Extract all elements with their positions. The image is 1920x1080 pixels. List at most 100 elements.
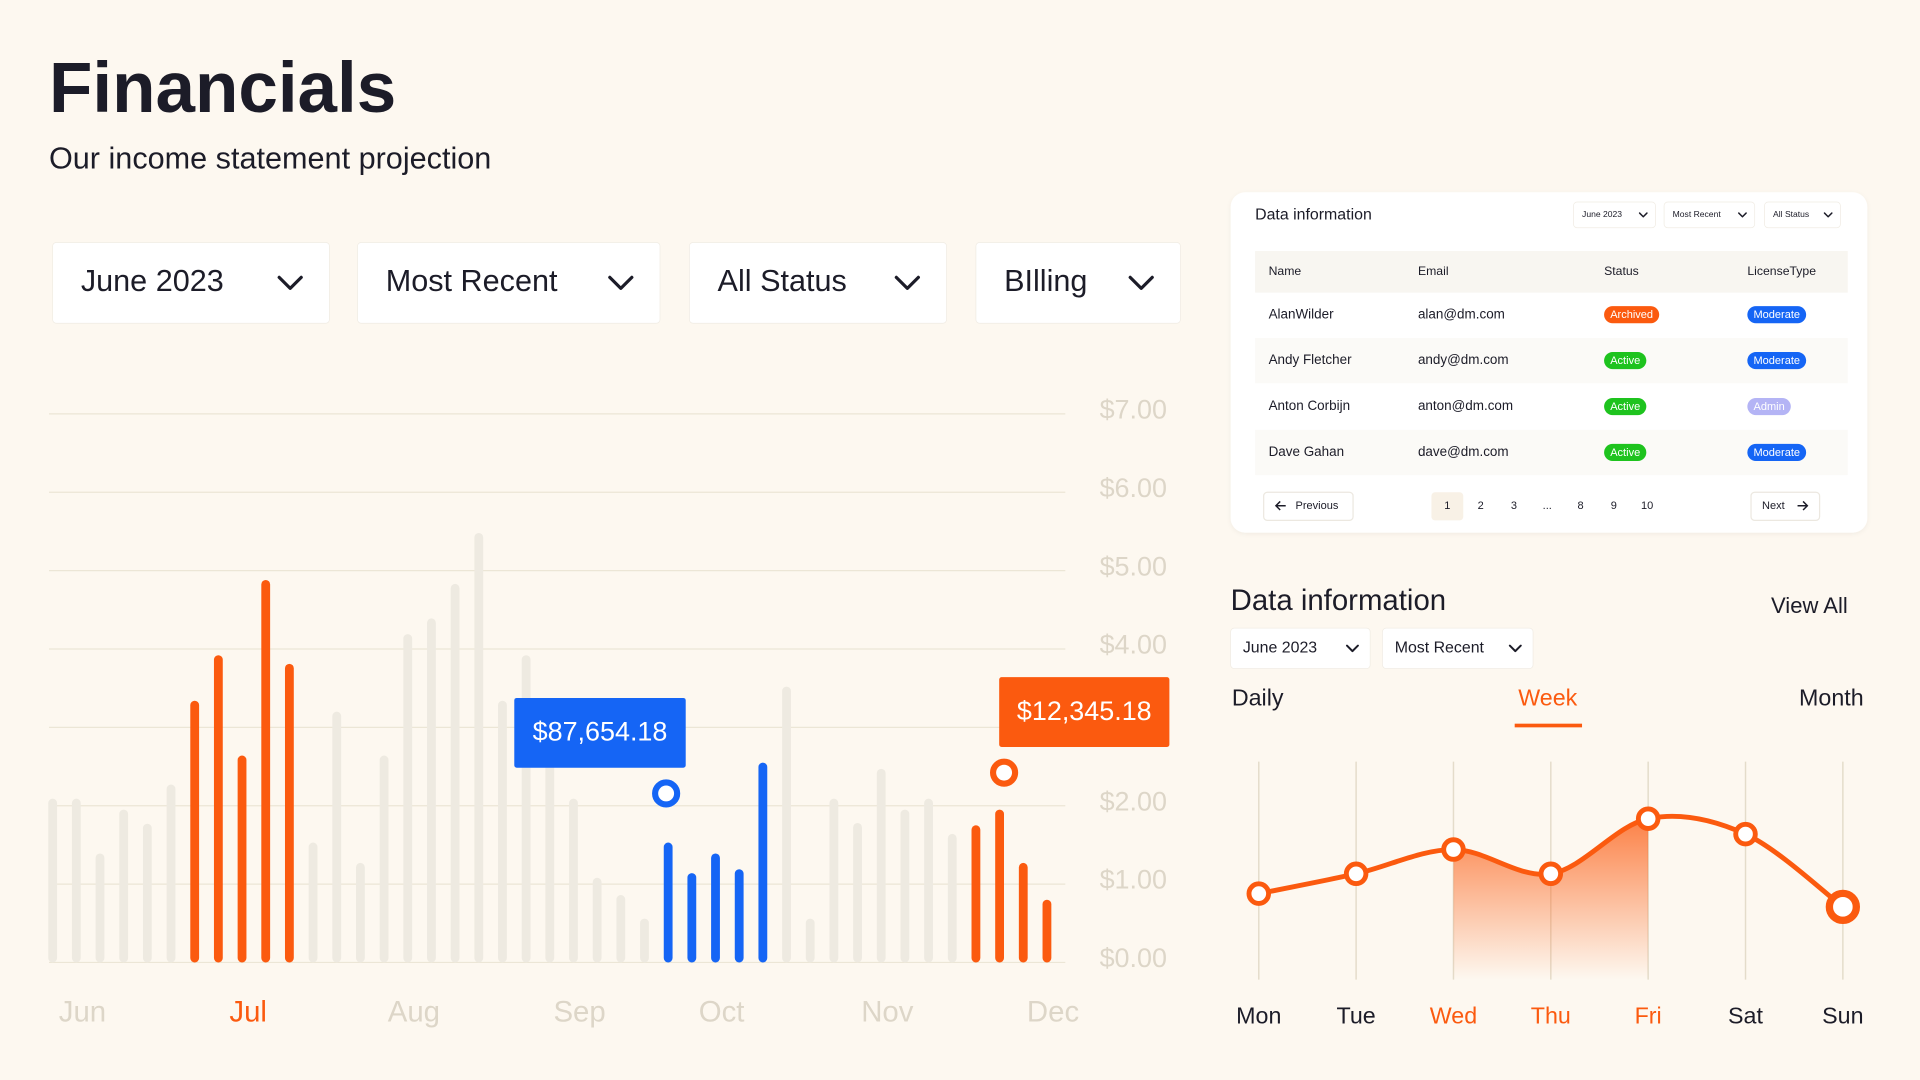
- tab[interactable]: Daily: [1232, 684, 1284, 710]
- x-tick-label: Sat: [1728, 1003, 1763, 1029]
- bar: [640, 918, 649, 963]
- bar: [663, 842, 673, 963]
- previous-button[interactable]: [1263, 491, 1354, 522]
- dropdown-label: BIlling: [1004, 264, 1087, 298]
- dropdown-label: All Status: [718, 264, 847, 298]
- point: [1246, 881, 1272, 906]
- panel-title: Data information: [1231, 584, 1447, 617]
- dropdown[interactable]: [1573, 201, 1656, 229]
- bar: [853, 822, 862, 963]
- dropdown[interactable]: [357, 242, 661, 324]
- bar: [284, 663, 294, 963]
- page-current[interactable]: [1431, 492, 1464, 521]
- badge-label: Active: [1610, 401, 1640, 413]
- bar: [711, 853, 720, 963]
- badge-label: Active: [1610, 447, 1640, 459]
- column-header: LicenseType: [1747, 264, 1816, 278]
- dropdown-label: All Status: [1773, 209, 1809, 219]
- table-title: Data information: [1255, 207, 1372, 224]
- bar: [119, 809, 129, 963]
- tab[interactable]: Month: [1799, 684, 1864, 710]
- bar: [616, 895, 626, 963]
- tooltip: [514, 697, 686, 768]
- bar: [190, 700, 200, 963]
- dropdown[interactable]: [1230, 627, 1371, 669]
- y-tick-label: $7.00: [1100, 395, 1167, 425]
- y-tick-label: $1.00: [1100, 865, 1167, 895]
- bar: [498, 700, 507, 963]
- cell-email: dave@dm.com: [1418, 444, 1509, 459]
- previous-label: Previous: [1296, 500, 1339, 512]
- cell-name: AlanWilder: [1269, 306, 1335, 321]
- x-tick-label: Sun: [1822, 1003, 1863, 1029]
- arrow-left-icon: [1274, 500, 1286, 511]
- page-number[interactable]: 1: [1444, 500, 1450, 512]
- bar: [734, 869, 744, 963]
- bar: [545, 759, 555, 963]
- cell-email: alan@dm.com: [1418, 306, 1505, 321]
- bar: [403, 634, 413, 963]
- next-button[interactable]: [1750, 491, 1821, 522]
- chevron-icon: [1638, 212, 1648, 218]
- chevron-icon: [1738, 212, 1747, 218]
- x-tick-label: Thu: [1531, 1003, 1571, 1029]
- next-label: Next: [1762, 500, 1785, 512]
- cell-name: Dave Gahan: [1269, 444, 1345, 459]
- badge-label: Active: [1610, 355, 1640, 367]
- cell-name: Andy Fletcher: [1269, 352, 1353, 367]
- bar: [782, 686, 791, 963]
- dropdown[interactable]: [1663, 201, 1756, 229]
- bar: [379, 755, 389, 963]
- status-badge: [1604, 352, 1647, 370]
- point: [1441, 837, 1466, 862]
- bar: [237, 755, 247, 963]
- bar: [1018, 862, 1028, 963]
- bar: [95, 853, 105, 963]
- point: [1538, 861, 1564, 887]
- x-tick-label: Nov: [861, 996, 914, 1029]
- tab[interactable]: Week: [1518, 684, 1577, 710]
- dropdown[interactable]: [975, 242, 1181, 324]
- dropdown-label: Most Recent: [1395, 640, 1485, 657]
- highlight-area: [1453, 818, 1649, 980]
- dropdown-label: June 2023: [81, 264, 224, 298]
- page-subtitle: Our income statement projection: [49, 142, 491, 176]
- status-badge: [1604, 443, 1647, 462]
- chevron-icon: [1823, 212, 1833, 218]
- bar: [971, 825, 981, 963]
- chevron-icon: [1508, 644, 1522, 653]
- dropdown[interactable]: [1382, 627, 1534, 669]
- bar: [166, 784, 176, 963]
- badge-label: Moderate: [1753, 447, 1800, 459]
- tooltip-label: $12,345.18: [1017, 696, 1152, 726]
- x-tick-label: Oct: [699, 996, 745, 1029]
- bar: [876, 768, 886, 963]
- status-badge: [1604, 397, 1647, 416]
- page-number[interactable]: 10: [1641, 500, 1653, 512]
- point: [1733, 821, 1758, 847]
- tab-underline: [1514, 723, 1583, 728]
- page-number[interactable]: 2: [1478, 500, 1484, 512]
- view-all-link[interactable]: View All: [1771, 593, 1848, 618]
- page-number[interactable]: ...: [1543, 500, 1552, 512]
- dropdown[interactable]: [689, 242, 947, 324]
- page-title: Financials: [49, 49, 396, 128]
- page-number[interactable]: 9: [1611, 500, 1617, 512]
- bar: [474, 532, 484, 963]
- status-badge: [1747, 352, 1807, 370]
- bar: [829, 798, 839, 963]
- page-number[interactable]: 3: [1511, 500, 1517, 512]
- status-badge: [1747, 306, 1807, 324]
- chevron-icon: [1128, 275, 1154, 290]
- y-tick-label: $0.00: [1100, 943, 1167, 973]
- dropdown[interactable]: [52, 242, 330, 324]
- bar: [924, 798, 933, 963]
- chevron-icon: [894, 275, 920, 290]
- page-number[interactable]: 8: [1578, 500, 1584, 512]
- column-header: Status: [1604, 264, 1639, 278]
- x-tick-label: Jul: [229, 996, 267, 1029]
- status-badge: [1604, 306, 1660, 324]
- dropdown[interactable]: [1764, 201, 1841, 229]
